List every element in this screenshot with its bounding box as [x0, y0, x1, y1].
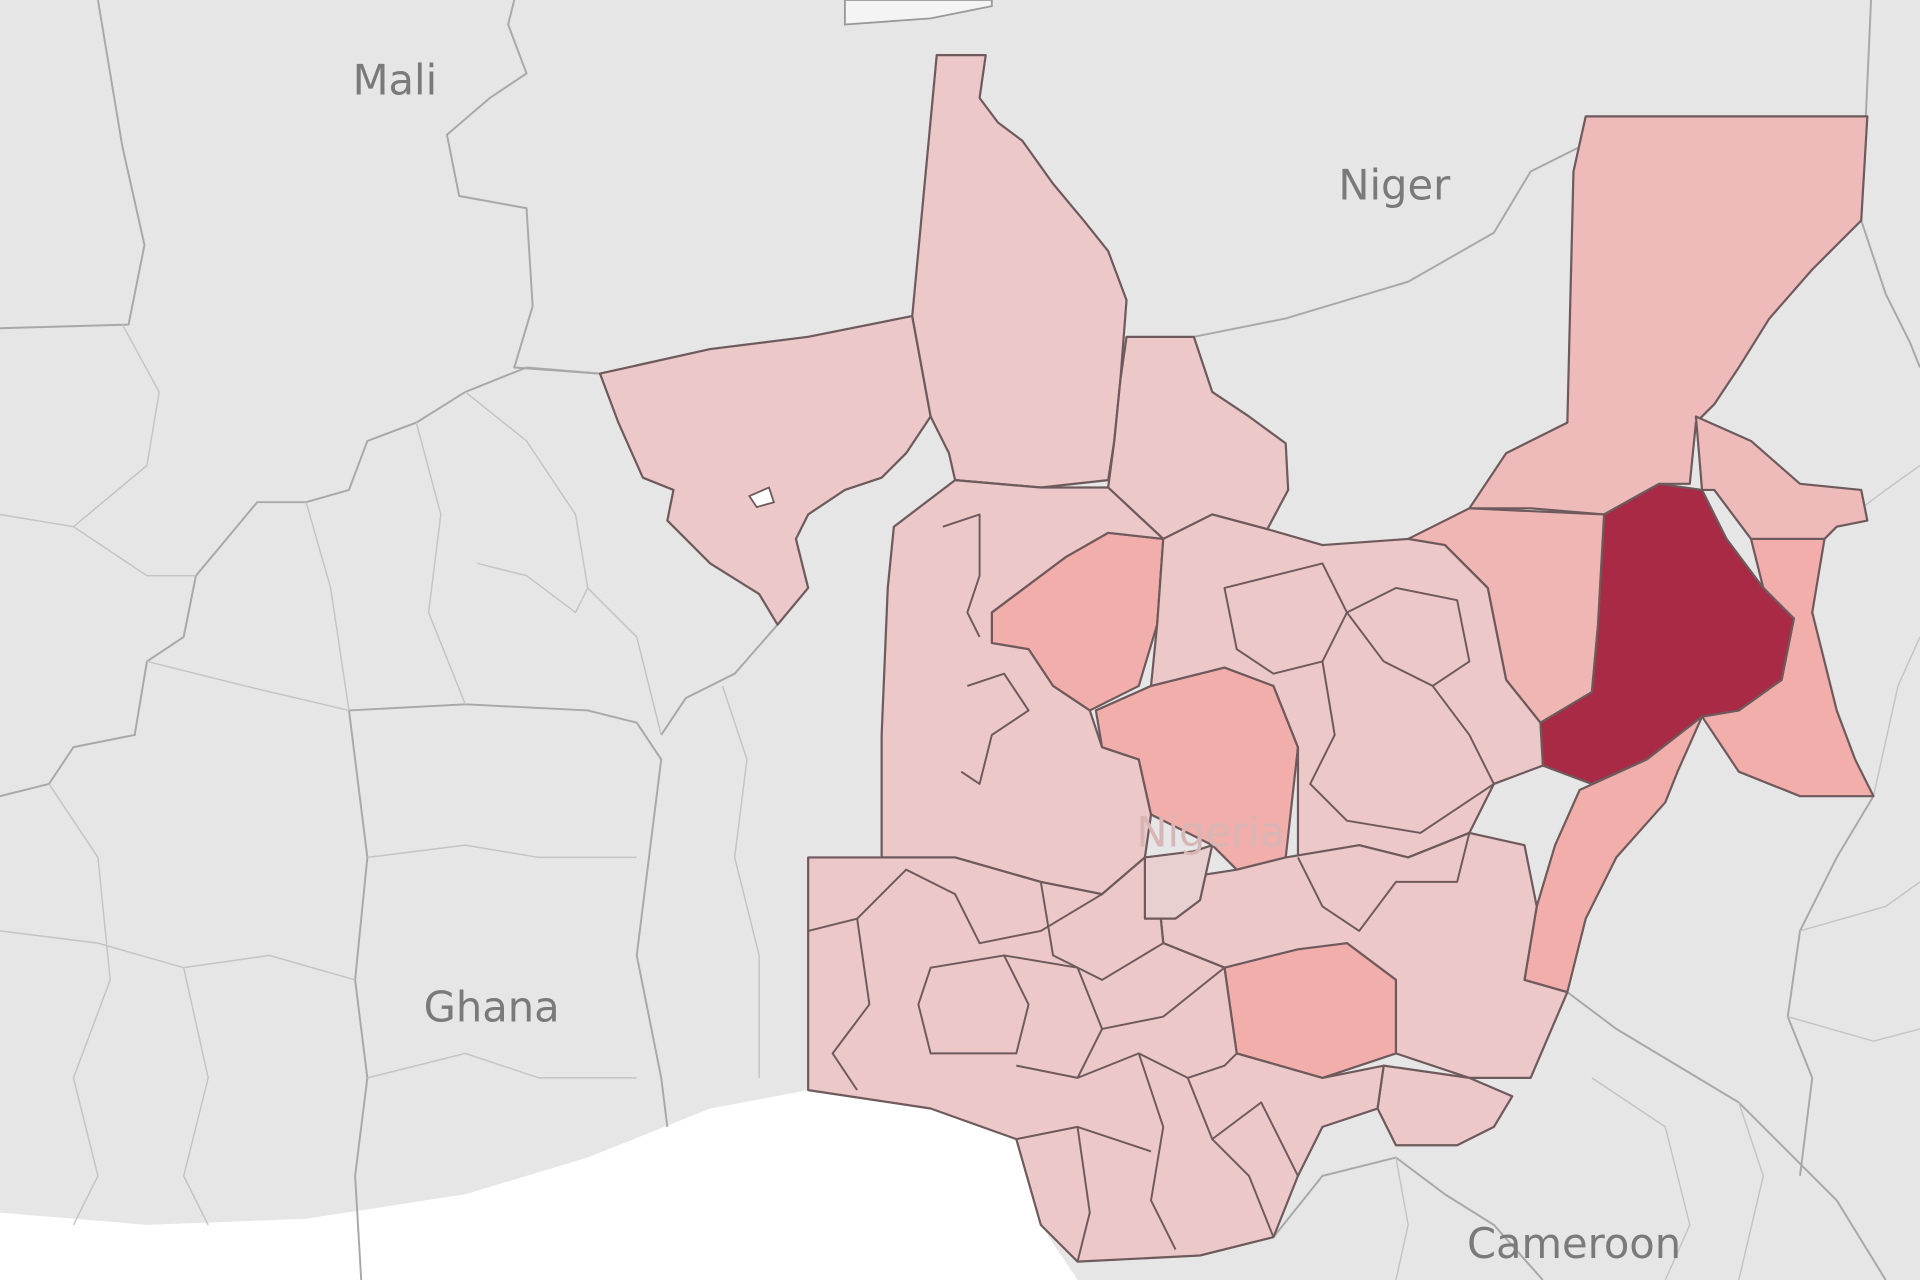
state-region[interactable] — [1468, 115, 1869, 516]
state-region[interactable] — [1143, 844, 1214, 920]
country-label-ghana: Ghana — [424, 983, 560, 1032]
state-region — [748, 486, 776, 509]
country-label-mali: Mali — [353, 55, 438, 104]
state-region[interactable] — [1694, 415, 1869, 541]
country-label-nigeria: Nigeria — [1136, 807, 1285, 856]
nigeria-states — [598, 54, 1875, 1263]
map-edge — [843, 0, 993, 26]
state-region[interactable] — [1376, 1064, 1514, 1147]
state-region[interactable] — [807, 856, 1385, 1263]
state-region[interactable] — [911, 54, 1128, 489]
country-label-cameroon: Cameroon — [1467, 1219, 1681, 1268]
country-label-niger: Niger — [1338, 161, 1451, 210]
ocean — [0, 1090, 1078, 1280]
